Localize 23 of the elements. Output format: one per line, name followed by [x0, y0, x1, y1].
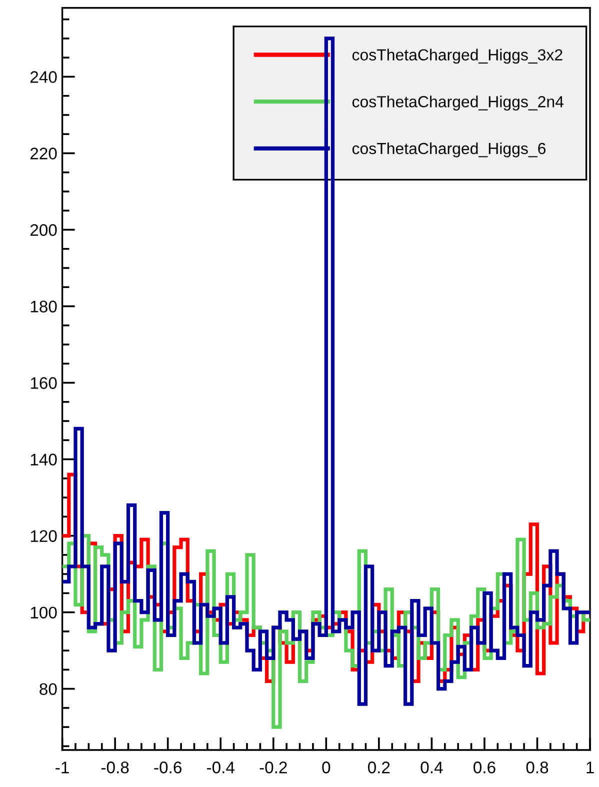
y-tick-label: 180 — [30, 300, 57, 312]
y-tick-label: 200 — [30, 224, 57, 236]
y-tick-label: 80 — [40, 683, 57, 696]
x-tick-label: -0.8 — [101, 762, 129, 774]
x-tick-label: -0.6 — [154, 762, 182, 774]
x-tick-label: 0.6 — [474, 762, 496, 774]
x-tick-label: 0.4 — [420, 762, 443, 774]
x-tick-label: 1 — [586, 762, 594, 774]
y-tick-label: 160 — [30, 377, 57, 389]
legend-label: cosThetaCharged_Higgs_6 — [352, 142, 546, 158]
legend-label: cosThetaCharged_Higgs_3x2 — [352, 48, 562, 64]
x-tick-label: -0.4 — [206, 762, 234, 774]
x-tick-label: 0.8 — [526, 762, 548, 774]
y-tick-label: 100 — [30, 606, 57, 618]
y-tick-label: 220 — [30, 148, 57, 160]
y-tick-label: 240 — [30, 71, 57, 83]
x-tick-label: -1 — [56, 762, 69, 774]
y-tick-label: 120 — [30, 530, 57, 542]
x-tick-label: 0.2 — [368, 762, 390, 774]
legend-label: cosThetaCharged_Higgs_2n4 — [352, 96, 564, 111]
x-tick-label: 0 — [322, 762, 330, 774]
x-tick-label: -0.2 — [260, 762, 287, 774]
y-tick-label: 140 — [30, 454, 57, 466]
